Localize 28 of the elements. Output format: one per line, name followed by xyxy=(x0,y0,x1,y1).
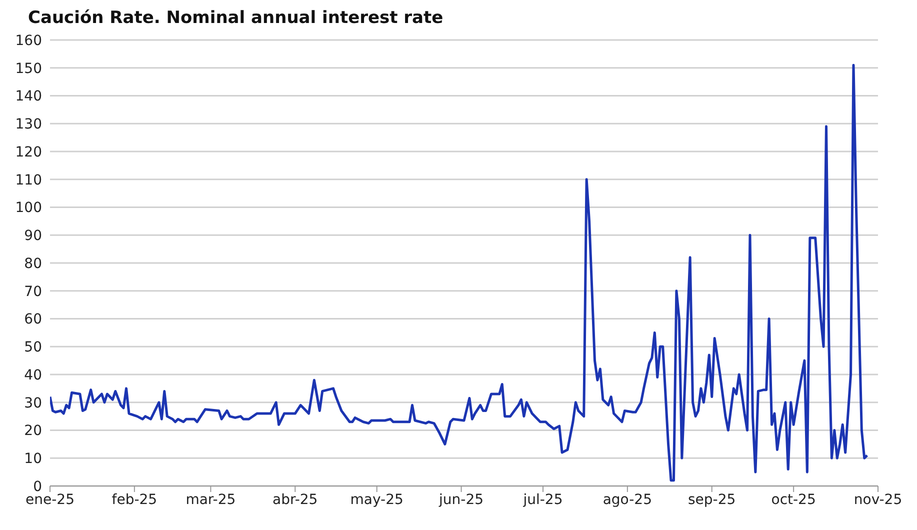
x-tick-label: oct-25 xyxy=(771,492,816,508)
y-tick-label: 50 xyxy=(24,340,42,356)
x-tick-label: mar-25 xyxy=(186,492,236,508)
line-series xyxy=(50,64,868,482)
x-tick-label: abr-25 xyxy=(272,492,318,508)
y-tick-label: 20 xyxy=(24,423,42,440)
x-tick-label: sep-25 xyxy=(688,492,736,508)
x-tick-label: feb-25 xyxy=(112,492,158,508)
y-tick-label: 60 xyxy=(24,312,42,328)
x-tick-label: nov-25 xyxy=(854,492,902,508)
y-tick-label: 100 xyxy=(15,200,42,216)
y-tick-label: 110 xyxy=(15,172,42,188)
x-tick-label: jun-25 xyxy=(438,492,484,508)
y-tick-label: 30 xyxy=(24,395,42,412)
x-tick-label: ago-25 xyxy=(602,492,652,508)
chart-title: Caución Rate. Nominal annual interest rate xyxy=(27,8,444,30)
y-tick-label: 150 xyxy=(15,60,42,77)
x-tick-label: jul-25 xyxy=(522,492,563,508)
y-tick-label: 40 xyxy=(24,367,42,384)
y-tick-label: 70 xyxy=(24,284,42,300)
y-tick-label: 80 xyxy=(24,256,42,272)
y-tick-label: 90 xyxy=(24,228,42,244)
x-tick-label: may-25 xyxy=(350,492,404,508)
y-tick-label: 160 xyxy=(15,32,42,49)
y-tick-label: 140 xyxy=(15,88,42,105)
y-tick-label: 120 xyxy=(15,144,42,160)
y-tick-label: 10 xyxy=(24,451,42,468)
y-tick-label: 130 xyxy=(15,116,42,133)
